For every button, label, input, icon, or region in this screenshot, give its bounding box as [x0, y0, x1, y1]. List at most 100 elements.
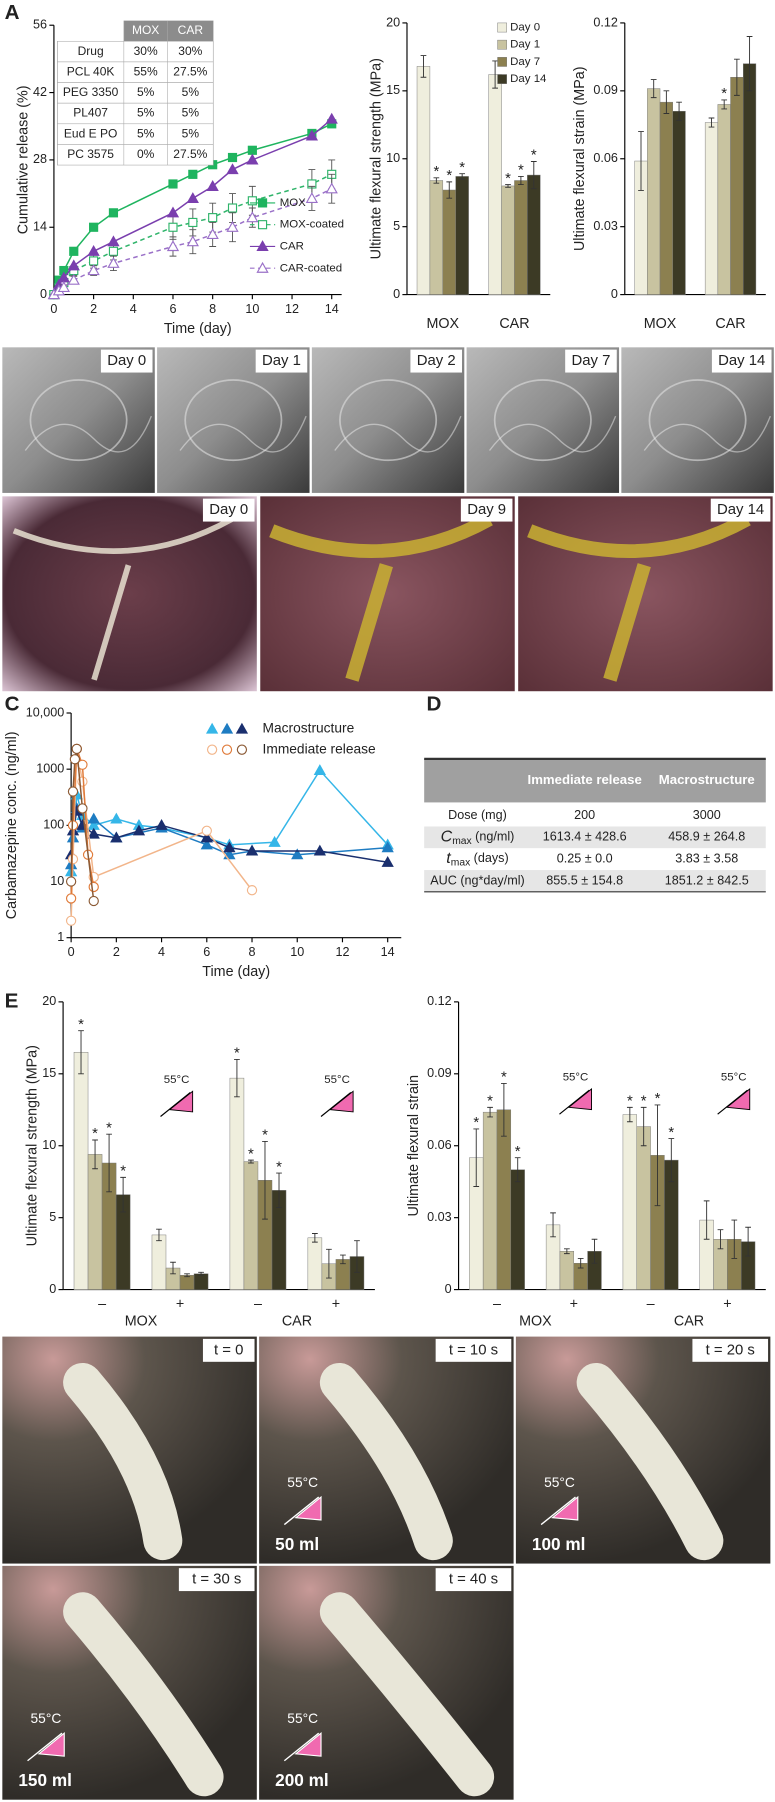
heat-icon-line: [717, 1089, 748, 1115]
data-point: [223, 841, 236, 853]
data-point: [206, 228, 219, 240]
bar: [510, 1169, 525, 1290]
significance-star: *: [92, 1126, 98, 1142]
x-tick-label: 2: [90, 302, 97, 316]
y-tick-label: 0.06: [593, 151, 618, 165]
data-point: [268, 835, 281, 847]
table-cell: 200: [574, 808, 595, 822]
error-bar: [234, 1058, 240, 1098]
y-tick-label: 10,000: [26, 705, 65, 719]
device-tube: [319, 1362, 453, 1561]
data-point: [168, 179, 178, 189]
data-point: [110, 812, 123, 824]
bar: [193, 1273, 209, 1290]
group-label: MOX: [519, 1313, 552, 1329]
legend-label: Immediate release: [263, 741, 376, 756]
xray-detail: [643, 415, 772, 453]
xray-detail: [648, 379, 747, 462]
y-tick-label: 0: [611, 287, 618, 301]
bar: [559, 1251, 575, 1290]
photo-label: t = 30 s: [192, 1572, 241, 1588]
data-point: [188, 217, 198, 228]
heat-icon-line: [27, 1732, 63, 1762]
y-tick-label: 100: [43, 818, 64, 832]
x-tick-label: +: [570, 1296, 578, 1312]
y-tick-label: 5: [49, 1210, 56, 1224]
photo-label-bg: [692, 1338, 769, 1362]
legend-marker: [235, 722, 249, 734]
x-tick-label: +: [176, 1296, 184, 1312]
legend-label: Day 1: [510, 39, 540, 51]
series-line: [70, 748, 95, 902]
heat-icon: [37, 1732, 65, 1757]
device-tube: [63, 1362, 183, 1561]
data-point: [226, 220, 239, 232]
y-tick-label: 0.09: [427, 1066, 452, 1080]
error-bar: [446, 181, 453, 199]
error-bar: [550, 1212, 556, 1238]
x-tick-label: CAR: [499, 316, 529, 332]
table-cell: PL407: [73, 106, 108, 120]
x-tick-label: 8: [249, 945, 256, 959]
error-bar: [563, 1248, 570, 1255]
x-tick-label: 6: [203, 945, 210, 959]
x-tick-label: –: [647, 1296, 655, 1312]
y-tick-label: 15: [386, 83, 400, 97]
error-bar: [248, 1159, 254, 1164]
x-tick-label: 12: [335, 945, 349, 959]
table-cell: 55%: [134, 64, 158, 78]
error-bar: [530, 161, 537, 190]
y-tick-label: 14: [33, 220, 47, 234]
heat-label: 55°C: [287, 1711, 318, 1726]
x-axis-label: Time (day): [164, 321, 232, 337]
volume-label: 100 ml: [532, 1534, 586, 1554]
data-point: [200, 831, 213, 843]
data-point: [89, 256, 99, 266]
photo-label: Day 0: [209, 502, 248, 518]
heat-label: 55°C: [324, 1074, 350, 1086]
photo-label: t = 40 s: [449, 1572, 498, 1588]
table-cell: PC 3575: [67, 147, 114, 161]
device-arm: [527, 513, 751, 558]
y-tick-label: 0: [445, 1282, 452, 1296]
table-cell: 0.25 ± 0.0: [557, 851, 613, 865]
table-header: Macrostructure: [659, 772, 755, 787]
y-tick-label: 1000: [36, 762, 64, 776]
y-tick-label: 5: [393, 219, 400, 233]
legend-swatch: [497, 22, 507, 33]
device-arm: [603, 563, 651, 682]
data-point: [381, 855, 394, 867]
y-axis-label: Ultimate flexural strain (MPa): [572, 66, 588, 251]
data-point: [168, 222, 178, 232]
x-tick-label: 4: [158, 945, 165, 959]
data-point: [166, 240, 180, 252]
panel-label: E: [5, 989, 19, 1012]
y-tick-label: 0.09: [593, 83, 618, 97]
legend-marker: [257, 198, 268, 208]
significance-star: *: [501, 1070, 507, 1086]
error-bar: [276, 1172, 282, 1209]
data-point: [166, 206, 180, 218]
error-bar: [518, 175, 524, 186]
data-point: [381, 841, 394, 853]
significance-star: *: [515, 1144, 521, 1160]
table-row-label: Cmax (ng/ml): [441, 828, 515, 847]
table-cell: 3000: [693, 808, 721, 822]
data-point: [67, 259, 80, 271]
group-label: CAR: [674, 1313, 704, 1329]
table-row: [424, 804, 766, 827]
legend-marker: [220, 722, 234, 734]
photo-label: Day 0: [107, 353, 146, 369]
table-header-bg: [123, 20, 214, 42]
xray-detail: [29, 379, 128, 462]
significance-star: *: [276, 1159, 282, 1175]
device-arm: [345, 563, 393, 682]
data-point: [65, 893, 77, 904]
error-bar: [626, 1106, 633, 1123]
heat-icon-line: [283, 1732, 320, 1762]
photo-label: Day 1: [262, 353, 301, 369]
error-bar: [120, 1176, 126, 1213]
error-bar: [340, 1254, 346, 1265]
error-bar: [501, 1082, 507, 1137]
bar: [429, 180, 444, 295]
